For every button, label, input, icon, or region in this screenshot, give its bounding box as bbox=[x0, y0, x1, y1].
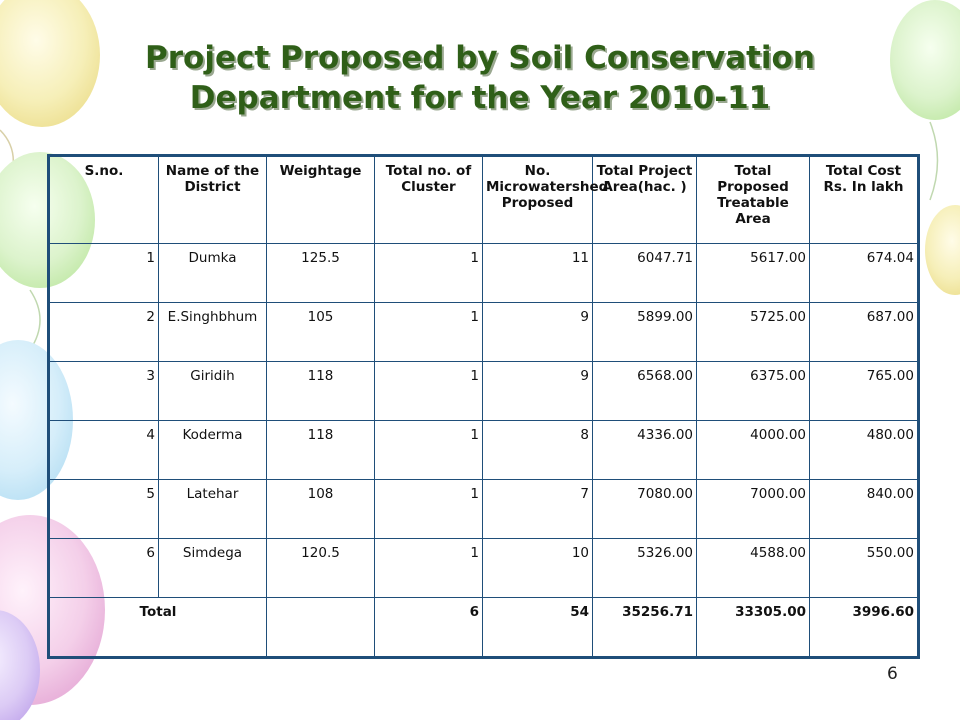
table-row: 6 Simdega 120.5 1 10 5326.00 4588.00 550… bbox=[48, 537, 919, 598]
cell-clusters: 1 bbox=[374, 360, 483, 421]
cell-cost: 480.00 bbox=[809, 419, 919, 480]
table-row: 4 Koderma 118 1 8 4336.00 4000.00 480.00 bbox=[48, 419, 919, 480]
cell-treatable-area: 5617.00 bbox=[696, 243, 810, 303]
cell-clusters: 1 bbox=[374, 301, 483, 362]
cell-project-area: 6047.71 bbox=[592, 243, 697, 303]
cell-weightage: 105 bbox=[266, 301, 375, 362]
col-header-cost: Total Cost Rs. In lakh bbox=[809, 155, 919, 244]
cell-weightage: 120.5 bbox=[266, 537, 375, 598]
total-microwatersheds: 54 bbox=[482, 596, 593, 659]
balloon-green-right bbox=[890, 0, 960, 120]
cell-sno: 5 bbox=[48, 478, 159, 539]
cell-weightage: 125.5 bbox=[266, 243, 375, 303]
cell-sno: 2 bbox=[48, 301, 159, 362]
table-total-row: Total 6 54 35256.71 33305.00 3996.60 bbox=[48, 596, 919, 659]
cell-district: E.Singhbhum bbox=[158, 301, 267, 362]
title-line-1: Project Proposed by Soil Conservation bbox=[145, 40, 815, 76]
table-row: 1 Dumka 125.5 1 11 6047.71 5617.00 674.0… bbox=[48, 243, 919, 303]
cell-project-area: 5899.00 bbox=[592, 301, 697, 362]
cell-clusters: 1 bbox=[374, 478, 483, 539]
balloon-yellow-right bbox=[925, 205, 960, 295]
cell-treatable-area: 4000.00 bbox=[696, 419, 810, 480]
total-cost: 3996.60 bbox=[809, 596, 919, 659]
total-weightage bbox=[266, 596, 375, 659]
cell-microwatersheds: 7 bbox=[482, 478, 593, 539]
cell-clusters: 1 bbox=[374, 419, 483, 480]
cell-weightage: 118 bbox=[266, 419, 375, 480]
cell-treatable-area: 5725.00 bbox=[696, 301, 810, 362]
cell-district: Latehar bbox=[158, 478, 267, 539]
cell-microwatersheds: 9 bbox=[482, 301, 593, 362]
col-header-treatable-area: Total Proposed Treatable Area bbox=[696, 155, 810, 244]
cell-project-area: 4336.00 bbox=[592, 419, 697, 480]
cell-district: Simdega bbox=[158, 537, 267, 598]
cell-cost: 840.00 bbox=[809, 478, 919, 539]
cell-project-area: 5326.00 bbox=[592, 537, 697, 598]
total-label: Total bbox=[48, 596, 267, 659]
balloon-yellow bbox=[0, 0, 100, 127]
cell-cost: 550.00 bbox=[809, 537, 919, 598]
total-project-area: 35256.71 bbox=[592, 596, 697, 659]
total-treatable-area: 33305.00 bbox=[696, 596, 810, 659]
cell-cost: 674.04 bbox=[809, 243, 919, 303]
cell-sno: 3 bbox=[48, 360, 159, 421]
page-number: 6 bbox=[887, 664, 898, 684]
total-clusters: 6 bbox=[374, 596, 483, 659]
cell-clusters: 1 bbox=[374, 243, 483, 303]
table-header-row: S.no. Name of the District Weightage Tot… bbox=[48, 155, 919, 244]
col-header-project-area: Total Project Area(hac. ) bbox=[592, 155, 697, 244]
col-header-microwatershed: No. Microwatershed Proposed bbox=[482, 155, 608, 244]
cell-district: Giridih bbox=[158, 360, 267, 421]
cell-treatable-area: 6375.00 bbox=[696, 360, 810, 421]
cell-weightage: 118 bbox=[266, 360, 375, 421]
cell-weightage: 108 bbox=[266, 478, 375, 539]
cell-sno: 6 bbox=[48, 537, 159, 598]
cell-microwatersheds: 9 bbox=[482, 360, 593, 421]
table-row: 3 Giridih 118 1 9 6568.00 6375.00 765.00 bbox=[48, 360, 919, 421]
cell-cost: 687.00 bbox=[809, 301, 919, 362]
cell-project-area: 7080.00 bbox=[592, 478, 697, 539]
title-line-2: Department for the Year 2010-11 bbox=[189, 80, 771, 116]
balloon-violet bbox=[0, 610, 40, 720]
slide-title: Project Proposed by Soil Conservation De… bbox=[70, 38, 890, 118]
col-header-clusters: Total no. of Cluster bbox=[374, 155, 483, 244]
cell-sno: 1 bbox=[48, 243, 159, 303]
table-row: 2 E.Singhbhum 105 1 9 5899.00 5725.00 68… bbox=[48, 301, 919, 362]
cell-microwatersheds: 10 bbox=[482, 537, 593, 598]
cell-district: Dumka bbox=[158, 243, 267, 303]
cell-treatable-area: 4588.00 bbox=[696, 537, 810, 598]
col-header-weightage: Weightage bbox=[266, 155, 375, 244]
cell-project-area: 6568.00 bbox=[592, 360, 697, 421]
cell-clusters: 1 bbox=[374, 537, 483, 598]
project-table: S.no. Name of the District Weightage Tot… bbox=[47, 154, 920, 659]
cell-microwatersheds: 8 bbox=[482, 419, 593, 480]
col-header-sno: S.no. bbox=[48, 155, 159, 244]
cell-microwatersheds: 11 bbox=[482, 243, 593, 303]
col-header-district: Name of the District bbox=[158, 155, 267, 244]
cell-district: Koderma bbox=[158, 419, 267, 480]
cell-treatable-area: 7000.00 bbox=[696, 478, 810, 539]
cell-cost: 765.00 bbox=[809, 360, 919, 421]
table-row: 5 Latehar 108 1 7 7080.00 7000.00 840.00 bbox=[48, 478, 919, 539]
cell-sno: 4 bbox=[48, 419, 159, 480]
